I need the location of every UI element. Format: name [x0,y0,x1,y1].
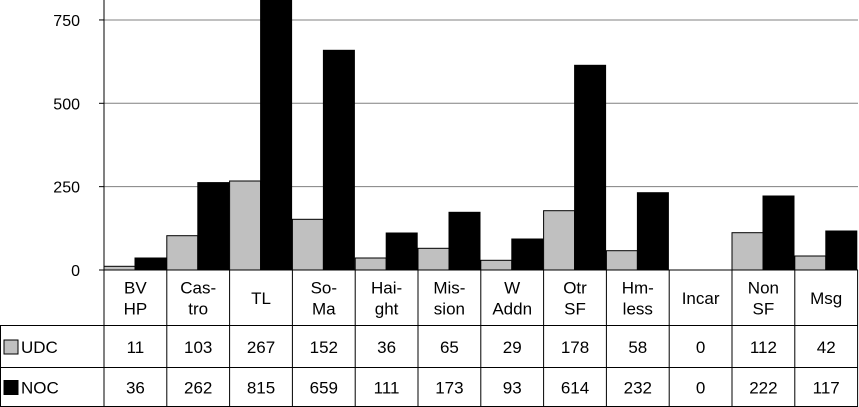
udc-value-label: 65 [440,338,459,357]
category-label: Hm-less [622,279,654,319]
noc-value-label: 117 [813,379,840,398]
udc-bar [417,247,450,271]
category-label: Incar [682,289,720,308]
noc-bar [385,232,418,271]
category-label: W Addn [492,279,532,319]
category-label-line: SF [564,300,586,319]
udc-value-label: 29 [503,338,522,357]
noc-value-label: 222 [749,379,777,398]
noc-legend-key [3,380,19,395]
udc-bar [543,210,576,271]
noc-bar [448,211,481,271]
noc-value-label: 93 [503,379,522,398]
noc-bar [825,230,858,271]
noc-value-label: 0 [696,379,705,398]
udc-value-label: 0 [696,338,705,357]
udc-bar [166,235,199,271]
noc-value-label: 36 [126,379,145,398]
category-label-line: W [504,279,520,298]
category-label: Cas-tro [180,279,216,319]
data-table: BV HP Cas-tro TL So- Ma Hai-ght Mis-sion W Addn Ot… [0,270,859,407]
category-label: Hai-ght [371,279,402,319]
noc-value-label: 614 [561,379,589,398]
noc-bar [511,238,544,271]
category-label: BV HP [124,279,148,319]
noc-bar [260,0,293,271]
category-label-line: ght [375,300,399,319]
noc-value-label: 173 [435,379,463,398]
udc-bar [731,232,764,271]
category-label: TL [251,289,271,308]
noc-bar [636,192,669,271]
y-tick-label: 500 [53,96,80,113]
noc-value-label: 232 [624,379,652,398]
category-label-line: less [623,300,653,319]
category-label-line: sion [434,300,465,319]
category-label-line: Mis- [433,279,465,298]
noc-value-label: 815 [247,379,275,398]
category-label: Otr SF [563,279,587,319]
udc-bar [103,265,136,271]
category-label-line: Cas- [180,279,216,298]
bars [103,0,858,271]
category-label: Mis-sion [433,279,465,319]
category-label-line: tro [188,300,208,319]
udc-value-label: 11 [127,338,145,357]
noc-value-label: 111 [374,379,400,398]
category-label-line: TL [251,289,271,308]
category-label-line: SF [753,300,775,319]
y-axis-ticks: 0 250 500 750 [53,13,104,280]
udc-value-label: 178 [561,338,589,357]
gridlines [104,19,858,188]
noc-bar [322,49,355,271]
udc-value-label: 267 [247,338,275,357]
udc-bar [480,259,513,271]
category-label-line: BV [124,279,147,298]
category-label-line: Msg [810,289,842,308]
udc-value-label: 42 [817,338,836,357]
udc-value-label: 58 [628,338,647,357]
category-label-line: Incar [682,289,720,308]
udc-bar [229,180,262,271]
udc-value-label: 36 [377,338,396,357]
noc-bar [762,195,795,271]
category-label-line: Non [748,279,779,298]
udc-value-label: 152 [310,338,338,357]
udc-value-label: 112 [750,338,777,357]
udc-bar [794,255,827,271]
noc-bar [197,182,230,271]
y-tick-label: 0 [71,263,80,280]
category-label: Non SF [748,279,779,319]
category-label: So- Ma [311,279,337,319]
category-label: Msg [810,289,842,308]
udc-bar [354,257,387,271]
category-label-line: Addn [492,300,532,319]
udc-bar [605,250,638,271]
noc-value-label: 659 [310,379,338,398]
udc-bar [291,218,324,271]
noc-bar [134,257,167,271]
noc-value-label: 262 [184,379,212,398]
udc-value-label: 103 [184,338,212,357]
category-label-line: Hai- [371,279,402,298]
y-tick-label: 750 [53,13,80,30]
category-label-line: So- [311,279,337,298]
category-label-line: Otr [563,279,587,298]
y-tick-label: 250 [53,180,80,197]
category-label-line: HP [124,300,148,319]
category-label-line: Hm- [622,279,654,298]
category-label-line: Ma [312,300,336,319]
noc-legend-label: NOC [21,379,59,398]
udc-legend-label: UDC [21,338,58,357]
noc-bar [574,64,607,271]
udc-legend-key [3,339,19,355]
